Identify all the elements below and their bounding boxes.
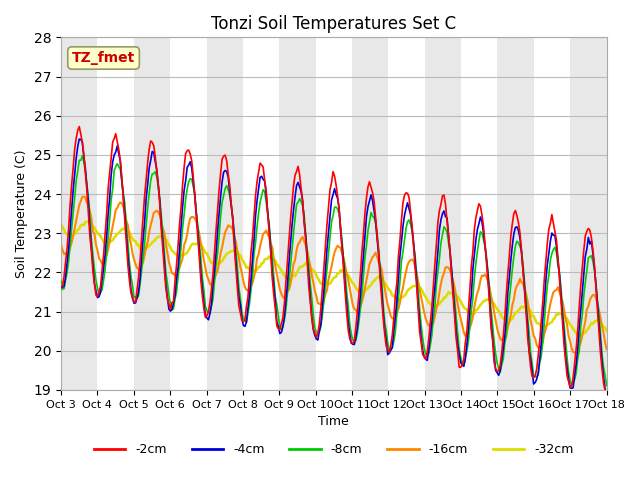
- Legend: -2cm, -4cm, -8cm, -16cm, -32cm: -2cm, -4cm, -8cm, -16cm, -32cm: [89, 438, 579, 461]
- Bar: [534, 37, 570, 390]
- Text: TZ_fmet: TZ_fmet: [72, 51, 135, 65]
- Title: Tonzi Soil Temperatures Set C: Tonzi Soil Temperatures Set C: [211, 15, 456, 33]
- Bar: [316, 37, 352, 390]
- Bar: [170, 37, 207, 390]
- X-axis label: Time: Time: [319, 415, 349, 428]
- Bar: [388, 37, 425, 390]
- Y-axis label: Soil Temperature (C): Soil Temperature (C): [15, 149, 28, 278]
- Bar: [97, 37, 134, 390]
- Bar: [461, 37, 497, 390]
- Bar: [243, 37, 279, 390]
